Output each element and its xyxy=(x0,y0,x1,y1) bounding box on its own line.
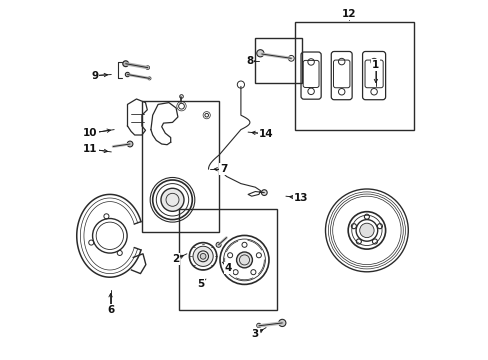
Bar xyxy=(142,101,219,232)
Circle shape xyxy=(236,252,252,268)
Circle shape xyxy=(161,188,183,211)
Text: 3: 3 xyxy=(251,329,258,339)
Text: 8: 8 xyxy=(246,56,253,66)
Text: 9: 9 xyxy=(91,71,99,81)
Circle shape xyxy=(193,246,213,266)
Text: 2: 2 xyxy=(171,254,179,264)
Circle shape xyxy=(359,223,373,238)
Text: 12: 12 xyxy=(341,9,355,19)
Text: 4: 4 xyxy=(224,263,231,273)
Text: 1: 1 xyxy=(371,60,379,70)
Text: 13: 13 xyxy=(293,193,308,203)
Circle shape xyxy=(256,50,264,57)
Circle shape xyxy=(125,72,129,77)
Text: 6: 6 xyxy=(107,305,114,315)
Text: 10: 10 xyxy=(83,128,98,138)
Text: 14: 14 xyxy=(258,129,273,139)
Bar xyxy=(255,38,302,83)
Circle shape xyxy=(200,253,205,259)
Bar xyxy=(294,22,413,130)
Bar xyxy=(179,209,276,310)
Text: 7: 7 xyxy=(220,164,227,174)
Circle shape xyxy=(127,141,133,147)
Circle shape xyxy=(261,190,266,195)
Text: 5: 5 xyxy=(197,279,204,289)
Text: 11: 11 xyxy=(83,144,98,154)
Circle shape xyxy=(278,319,285,327)
Circle shape xyxy=(122,61,128,67)
Circle shape xyxy=(216,242,221,247)
